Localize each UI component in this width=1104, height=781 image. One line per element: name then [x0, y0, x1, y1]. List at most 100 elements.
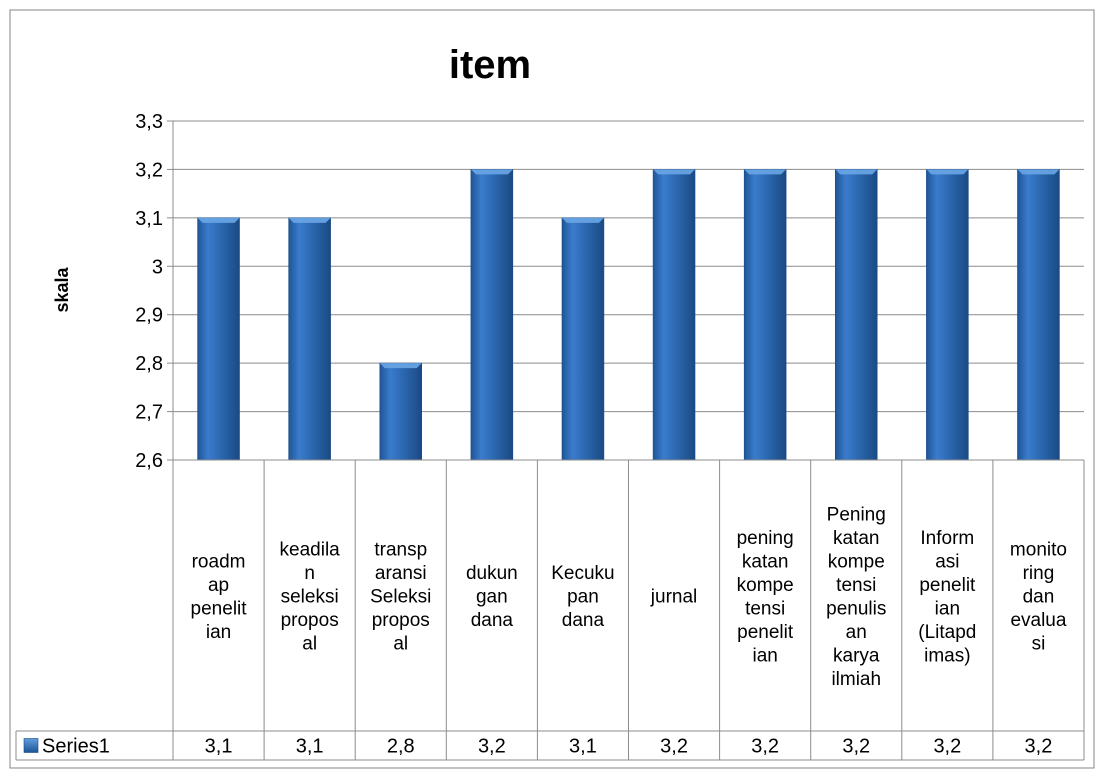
category-label-line: aransi — [375, 563, 427, 584]
bar — [834, 169, 878, 461]
y-tick-label: 2,9 — [135, 305, 163, 327]
data-value-label: 3,2 — [842, 736, 870, 758]
y-axis-ticks: 3,3 3,2 3,1 3 2,9 2,8 2,7 2,6 — [135, 111, 163, 472]
category-label-line: katan — [833, 528, 879, 549]
bar-group — [197, 217, 240, 461]
category-label-line: Inform — [920, 528, 974, 549]
category-label-line: penelit — [737, 622, 794, 643]
category-label-line: penelit — [919, 575, 976, 596]
category-label-line: dana — [471, 610, 514, 631]
y-tick-label: 2,7 — [135, 402, 163, 424]
category-label: transp aransi Seleksi propos al — [370, 540, 431, 655]
bar-group — [379, 362, 423, 461]
category-label-line: imas) — [924, 645, 970, 666]
category-label-line: ring — [1023, 563, 1055, 584]
category-label-line: transp — [374, 540, 427, 561]
data-value-label: 3,1 — [569, 736, 597, 758]
bar-bevel — [1017, 169, 1060, 175]
category-label-line: pening — [737, 528, 794, 549]
bar-bevel — [835, 169, 878, 175]
category-label: monito ring dan evalua si — [1010, 540, 1067, 655]
bar-bevel — [561, 217, 604, 223]
category-label-line: dana — [562, 610, 605, 631]
category-label-line: propos — [372, 610, 430, 631]
category-label: dukun gan dana — [466, 563, 518, 631]
category-label-line: si — [1032, 634, 1046, 655]
bar-group — [470, 169, 514, 461]
category-label: pening katan kompe tensi penelit ian — [737, 528, 794, 667]
bar — [561, 217, 605, 461]
category-label-line: penulis — [826, 598, 886, 619]
bar-group — [743, 169, 787, 461]
bar — [1017, 169, 1060, 461]
category-label-line: jurnal — [650, 587, 697, 608]
category-label-line: ian — [935, 598, 960, 619]
category-label: Pening katan kompe tensi penulis an karya ilmia… — [826, 504, 886, 690]
category-label-line: dukun — [466, 563, 518, 584]
bar — [470, 169, 514, 461]
category-label-line: tensi — [745, 598, 785, 619]
category-label: roadm ap penelit ian — [191, 551, 248, 643]
bar-group — [926, 169, 969, 461]
bar-group — [652, 169, 696, 461]
bar-bevel — [379, 363, 422, 369]
chart-title: item — [449, 43, 531, 87]
category-label-line: Kecuku — [551, 563, 614, 584]
y-tick-label: 3,3 — [135, 111, 163, 133]
category-label-line: dan — [1023, 587, 1055, 608]
bar — [197, 217, 240, 461]
bar-group — [1017, 169, 1060, 461]
category-label-line: (Litapd — [918, 622, 976, 643]
category-label-line: n — [304, 563, 315, 584]
category-label-line: kompe — [737, 575, 794, 596]
category-label-line: asi — [935, 551, 959, 572]
bar — [743, 169, 787, 461]
category-label-line: tensi — [836, 575, 876, 596]
category-label-line: evalua — [1010, 610, 1066, 631]
bar — [379, 362, 423, 461]
y-tick-label: 2,8 — [135, 353, 163, 375]
bar-bevel — [197, 217, 240, 223]
category-label-line: ap — [208, 575, 229, 596]
y-tick-label: 3,2 — [135, 159, 163, 181]
category-label-line: ian — [206, 622, 231, 643]
bar-group — [561, 217, 605, 461]
data-value-label: 3,2 — [478, 736, 506, 758]
y-tick-label: 3 — [152, 256, 163, 278]
data-value-label: 3,1 — [296, 736, 324, 758]
y-tick-label: 2,6 — [135, 450, 163, 472]
data-value-label: 2,8 — [387, 736, 415, 758]
category-label-line: roadm — [192, 551, 246, 572]
bar-bevel — [744, 169, 787, 175]
data-value-label: 3,1 — [205, 736, 233, 758]
category-label-line: Seleksi — [370, 587, 431, 608]
bar-group — [288, 217, 331, 461]
bar — [288, 217, 331, 461]
category-label-line: keadila — [280, 540, 341, 561]
category-label: Inform asi penelit ian (Litapd imas) — [918, 528, 976, 667]
bar-bevel — [926, 169, 969, 175]
category-label: keadila n seleksi propos al — [280, 540, 341, 655]
category-label-line: gan — [476, 587, 508, 608]
bar-group — [834, 169, 878, 461]
bars — [197, 169, 1060, 461]
y-axis-label: skala — [52, 266, 72, 312]
category-label-line: Pening — [827, 504, 886, 525]
bar — [926, 169, 969, 461]
category-label-line: al — [302, 634, 317, 655]
category-label-line: seleksi — [281, 587, 339, 608]
data-value-label: 3,2 — [1025, 736, 1053, 758]
category-label-line: monito — [1010, 540, 1067, 561]
bar — [652, 169, 696, 461]
data-value-label: 3,2 — [751, 736, 779, 758]
category-label-line: pan — [567, 587, 599, 608]
data-value-label: 3,2 — [660, 736, 688, 758]
category-label-line: ilmiah — [831, 669, 881, 690]
category-label: Kecuku pan dana — [551, 563, 614, 631]
category-label: jurnal — [650, 587, 697, 608]
category-label-line: kompe — [828, 551, 885, 572]
legend-series-name: Series1 — [42, 736, 110, 758]
